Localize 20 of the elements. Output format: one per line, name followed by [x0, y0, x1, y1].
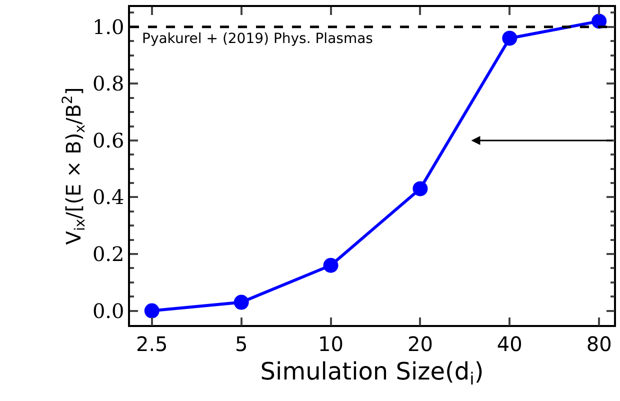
ref-line-label: Pyakurel + (2019) Phys. Plasmas [142, 31, 373, 47]
y-tick-label: 1.0 [92, 14, 124, 39]
x-tick-label: 10 [318, 332, 344, 356]
x-tick-label: 40 [496, 332, 522, 356]
x-tick-label: 20 [407, 332, 433, 356]
y-tick-label: 0.2 [92, 242, 124, 266]
point [412, 181, 428, 196]
y-tick-label: 0.0 [92, 298, 124, 323]
x-tick-label: 5 [234, 332, 248, 356]
x-tick-label: 80 [586, 332, 612, 356]
point [144, 303, 160, 318]
y-tick-label: 0.4 [92, 185, 124, 210]
y-tick-label: 0.6 [92, 128, 124, 152]
y-tick-label: 0.8 [92, 72, 124, 96]
x-tick-label: 2.5 [136, 332, 168, 356]
point [323, 258, 338, 273]
point [592, 14, 607, 29]
point [234, 294, 249, 310]
x-axis-title: Simulation Size(d$_{i}$) [260, 358, 484, 389]
point [502, 30, 518, 46]
